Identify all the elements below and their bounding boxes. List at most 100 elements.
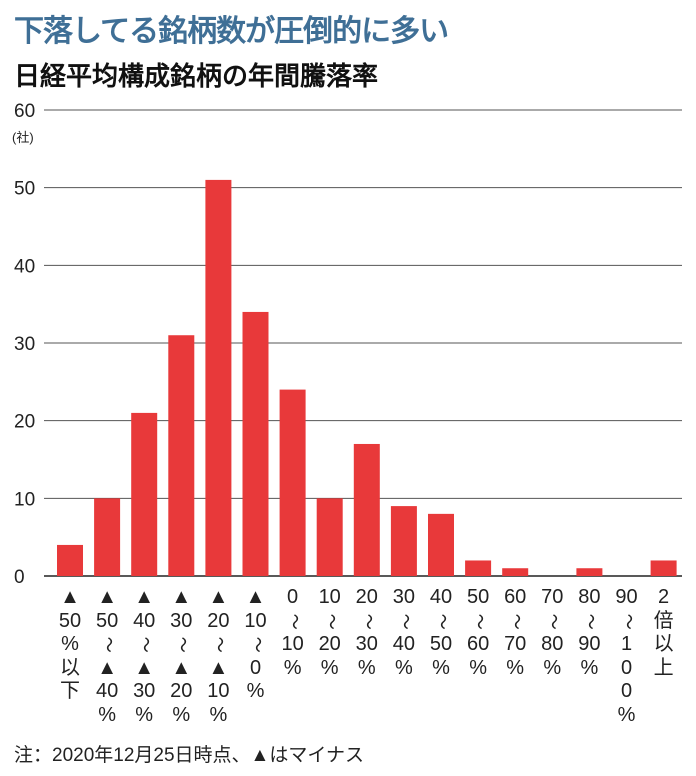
category-label-line: 〜 xyxy=(467,613,490,630)
bar xyxy=(57,544,83,576)
category-label-line: 20 xyxy=(170,680,193,702)
category-label-line: ▲ xyxy=(97,586,117,608)
category-label-line: 〜 xyxy=(430,613,453,630)
category-label-line: 0 xyxy=(287,586,299,608)
category-label-line: 50 xyxy=(466,586,490,608)
category-label-line: 30 xyxy=(392,586,416,608)
category-label-line: 90 xyxy=(578,633,601,655)
category-label: 50 〜 60% xyxy=(460,586,496,680)
category-label: 70 〜 80% xyxy=(534,586,570,680)
category-label: 90 〜 1 0 0% xyxy=(609,586,645,727)
category-label-line: ▲ xyxy=(171,586,192,608)
category-label-line: % xyxy=(617,703,636,726)
bar xyxy=(94,498,121,576)
category-label-line: % xyxy=(61,633,79,655)
category-label-line: 30 xyxy=(170,609,193,632)
category-label: 0 〜 10% xyxy=(275,586,311,680)
category-label-line: % xyxy=(357,656,376,679)
category-label-line: 20 xyxy=(318,633,341,655)
category-label-line: 〜 xyxy=(133,636,156,653)
category-label-line: 40 xyxy=(95,680,119,702)
category-label-line: 〜 xyxy=(356,613,379,630)
bar xyxy=(353,443,380,576)
category-label-line: % xyxy=(320,656,339,679)
category-label-line: 70 xyxy=(504,633,527,655)
category-label-line: 40 xyxy=(392,633,416,655)
category-label-line: 90 xyxy=(615,586,638,608)
category-label: ▲ 40 〜 ▲ 30% xyxy=(126,586,162,727)
category-label: ▲ 50 〜 ▲ 40% xyxy=(89,586,125,727)
category-label-line: ▲ xyxy=(208,656,229,679)
category-label-line: % xyxy=(469,656,487,679)
category-label-line: 〜 xyxy=(393,613,416,630)
category-label-line: 80 xyxy=(541,633,564,655)
category-label-line: 〜 xyxy=(208,636,231,653)
bar xyxy=(502,568,529,576)
category-label-line: % xyxy=(209,703,228,726)
category-label-line: % xyxy=(432,656,450,679)
category-label-line: % xyxy=(543,656,562,679)
category-label-line: 以 xyxy=(60,656,80,679)
bar xyxy=(168,335,195,576)
category-label-line: 〜 xyxy=(542,613,565,630)
category-label-line: % xyxy=(135,703,154,726)
category-label-line: 2 xyxy=(658,586,670,608)
y-tick-label: 0 xyxy=(14,567,25,588)
category-label-line: 10 xyxy=(281,633,304,655)
chart-title: 下落してる銘柄数が圧倒的に多い xyxy=(14,14,449,49)
category-label-line: 30 xyxy=(355,633,378,655)
y-tick-label: 40 xyxy=(14,256,35,277)
category-label-line: ▲ xyxy=(97,656,117,679)
category-label: 80 〜 90% xyxy=(571,586,607,680)
category-label-line: ▲ xyxy=(245,586,266,608)
y-axis-unit: (社) xyxy=(12,130,34,145)
category-label-line: 60 xyxy=(504,586,527,608)
category-label-line: 1 xyxy=(620,633,633,655)
category-label-line: % xyxy=(394,656,413,679)
category-label-line: 40 xyxy=(133,609,156,632)
y-tick-label: 60 xyxy=(14,101,35,122)
category-label: ▲ 30 〜 ▲ 20% xyxy=(163,586,199,727)
category-label: ▲ 10 〜 0% xyxy=(238,586,274,704)
bar xyxy=(428,513,454,576)
y-tick-label: 20 xyxy=(14,412,35,433)
category-label: ▲ 20 〜 ▲ 10% xyxy=(200,586,236,727)
category-label-line: 30 xyxy=(133,680,156,702)
category-label-line: 〜 xyxy=(579,613,602,630)
category-label-line: % xyxy=(506,656,525,679)
category-label: 10 〜 20% xyxy=(312,586,348,680)
category-label-line: 〜 xyxy=(319,613,342,630)
category-label-line: 上 xyxy=(653,656,674,679)
category-label-line: 60 xyxy=(466,633,490,655)
category-label-line: % xyxy=(580,656,599,679)
category-label-line: 〜 xyxy=(171,636,194,653)
category-label-line: ▲ xyxy=(171,656,192,679)
y-tick-label: 30 xyxy=(14,334,35,355)
category-label-line: % xyxy=(283,656,302,679)
category-label-line: 以 xyxy=(653,633,674,655)
bar xyxy=(205,179,232,576)
category-label-line: 0 xyxy=(620,656,633,679)
category-label: 60 〜 70% xyxy=(497,586,533,680)
y-tick-label: 10 xyxy=(14,489,35,510)
bar xyxy=(242,311,269,576)
category-label-line: ▲ xyxy=(134,586,155,608)
category-label-line: % xyxy=(246,680,265,702)
category-label: 20 〜 30% xyxy=(349,586,385,680)
category-label: ▲ 50% 以下 xyxy=(52,586,88,704)
category-label-line: 〜 xyxy=(282,613,305,630)
category-label-line: 下 xyxy=(60,680,80,702)
category-label-line: 〜 xyxy=(504,613,527,630)
category-label-line: 〜 xyxy=(245,636,268,653)
footnote: 注：2020年12月25日時点、▲はマイナス xyxy=(14,745,364,766)
bar xyxy=(465,560,492,576)
category-label-line: 〜 xyxy=(96,636,119,653)
bar xyxy=(390,506,417,576)
bar xyxy=(650,560,677,576)
category-label-line: 10 xyxy=(318,586,341,608)
category-label-line: 20 xyxy=(207,609,230,632)
bar xyxy=(576,568,603,576)
category-label: 40 〜 50% xyxy=(423,586,459,680)
